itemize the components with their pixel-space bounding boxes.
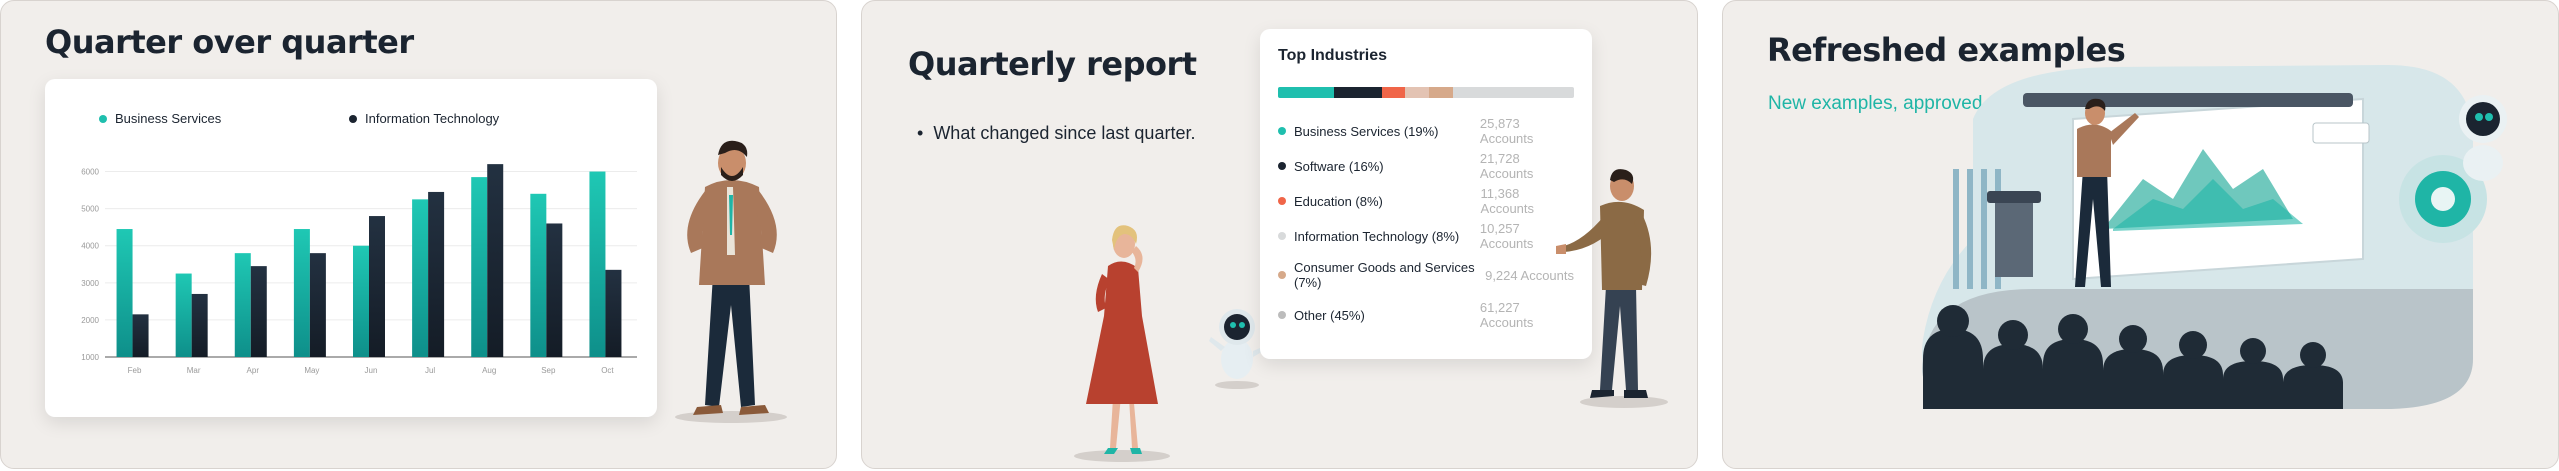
x-tick-label: Oct [601, 366, 614, 375]
legend-information-technology: Information Technology [349, 111, 499, 126]
row-value: 10,257 Accounts [1479, 221, 1534, 251]
industry-stacked-bar [1278, 87, 1574, 98]
row-label: Education (8%) [1294, 193, 1383, 209]
legend-label: Business Services [115, 111, 222, 126]
row-label: Business Services (19%) [1294, 123, 1439, 139]
bullet-marker: • [917, 123, 934, 143]
legend-dot [99, 114, 107, 123]
bar-business-services [234, 253, 251, 357]
row-value: 21,728 Accounts [1479, 151, 1534, 181]
presenter-illustration [1556, 169, 1668, 408]
slide-title: Refreshed examples [1767, 31, 2126, 69]
y-tick-label: 2000 [81, 316, 99, 325]
bullet-point: • What changed since last quarter. [917, 123, 1195, 144]
slide-subtitle: New examples, approved [1768, 93, 1983, 114]
y-tick-label: 5000 [81, 205, 99, 214]
bar-information-technology [428, 191, 445, 357]
industry-row: Consumer Goods and Services (7%) 9,224 A… [1278, 258, 1574, 292]
bar-business-services [293, 229, 310, 357]
bar-information-technology [369, 216, 385, 357]
bar-information-technology [487, 164, 504, 357]
row-value: 25,873 Accounts [1479, 116, 1534, 146]
conference-stage-illustration [1922, 64, 2507, 409]
bar-business-services [412, 199, 429, 357]
y-tick-label: 3000 [81, 279, 99, 288]
x-tick-label: Jun [365, 366, 378, 375]
bar-chart-card: Business Services Information Technology… [45, 79, 657, 417]
businessman-illustration [675, 140, 787, 423]
slide-quarter-over-quarter[interactable]: Quarter over quarter Business Services I… [0, 0, 837, 469]
slide-title: Quarter over quarter [45, 23, 414, 61]
row-dot [1278, 127, 1286, 135]
bullet-text: What changed since last quarter. [933, 123, 1196, 143]
row-dot [1278, 197, 1286, 205]
industry-row: Business Services (19%) 25,873 Accounts [1278, 116, 1574, 146]
bar-business-services [589, 171, 606, 357]
bar-business-services [530, 193, 547, 357]
bar-business-services [471, 177, 488, 357]
stacked-bar-segment [1278, 87, 1335, 98]
industry-row: Software (16%) 21,728 Accounts [1278, 151, 1574, 181]
row-label: Consumer Goods and Services (7%) [1294, 260, 1475, 290]
row-dot [1278, 232, 1286, 240]
bar-business-services [116, 229, 133, 357]
row-label: Information Technology (8%) [1294, 228, 1460, 244]
row-value: 9,224 Accounts [1485, 267, 1574, 283]
legend-business-services: Business Services [99, 111, 221, 126]
x-tick-label: May [304, 366, 319, 375]
x-tick-label: Feb [128, 366, 142, 375]
row-value: 11,368 Accounts [1480, 186, 1535, 216]
stacked-bar-segment [1452, 87, 1574, 98]
row-dot [1278, 162, 1286, 170]
bar-chart: 1000 2000 3000 4000 5000 6000 Feb Mar Apr May Jun J… [81, 164, 637, 375]
y-tick-label: 4000 [81, 242, 99, 251]
stacked-bar-segment [1381, 87, 1406, 98]
stacked-bar-segment [1405, 87, 1429, 98]
card-title: Top Industries [1278, 47, 1388, 64]
industry-row: Education (8%) 11,368 Accounts [1278, 186, 1574, 216]
legend-label: Information Technology [365, 111, 500, 126]
row-label: Software (16%) [1294, 158, 1384, 174]
top-industries-card: Top Industries Business Services (19%) 2… [1260, 29, 1592, 359]
bar-business-services [175, 273, 192, 357]
bar-information-technology [132, 314, 149, 357]
row-label: Other (45%) [1294, 307, 1365, 323]
slide-refreshed-examples[interactable]: Refreshed examples New examples, approve… [1722, 0, 2559, 469]
y-tick-label: 1000 [81, 353, 99, 362]
slide-quarterly-report[interactable]: Quarterly report • What changed since la… [861, 0, 1698, 469]
stacked-bar-segment [1428, 87, 1453, 98]
bar-information-technology [191, 293, 208, 357]
x-tick-label: Sep [541, 366, 556, 375]
x-tick-label: Aug [482, 366, 496, 375]
legend-dot [349, 114, 357, 123]
bar-information-technology [309, 253, 326, 357]
row-dot [1278, 311, 1286, 319]
slide-title: Quarterly report [908, 45, 1197, 83]
industry-row: Information Technology (8%) 10,257 Accou… [1278, 221, 1574, 251]
woman-illustration [1074, 225, 1170, 462]
bar-business-services [353, 245, 369, 357]
bar-information-technology [546, 223, 563, 357]
x-tick-label: Jul [425, 366, 435, 375]
industry-row: Other (45%) 61,227 Accounts [1278, 300, 1574, 330]
stacked-bar-segment [1334, 87, 1382, 98]
y-tick-label: 6000 [81, 168, 99, 177]
row-value: 61,227 Accounts [1479, 300, 1534, 330]
x-tick-label: Apr [247, 366, 260, 375]
row-dot [1278, 271, 1286, 279]
bar-information-technology [605, 269, 622, 357]
x-tick-label: Mar [187, 366, 201, 375]
bar-information-technology [250, 266, 267, 357]
